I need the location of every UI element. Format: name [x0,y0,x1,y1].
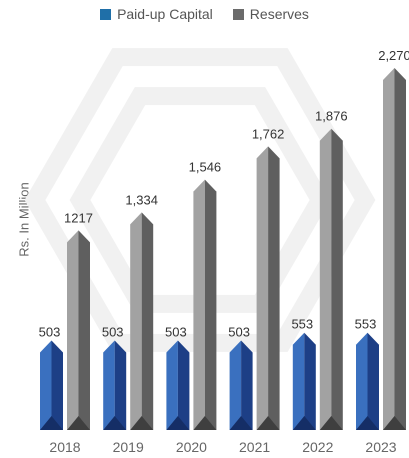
background-hexagon-0 [24,48,376,352]
x-tick-label-2019: 2019 [113,439,144,455]
data-labels: 503 1217 503 1,334 503 1,546 503 1,762 553 1,876 5… [39,48,409,339]
legend-item-paid-up-capital: Paid-up Capital [100,6,213,22]
data-label-paid-up-capital-2020: 503 [165,324,187,339]
bar-paid-up-capital-2019 [103,340,127,430]
x-tick-label-2023: 2023 [365,439,396,455]
bar-reserves-2020 [193,179,217,430]
x-tick-label-2018: 2018 [49,439,80,455]
data-label-paid-up-capital-2023: 553 [355,317,377,332]
bar-paid-up-capital-2018 [40,340,63,430]
bar-reserves-2022 [319,128,343,430]
data-label-reserves-2020: 1,546 [189,160,222,175]
data-label-paid-up-capital-2021: 503 [228,324,250,339]
data-label-reserves-2021: 1,762 [252,126,285,141]
bar-reserves-2021 [256,146,280,430]
legend: Paid-up Capital Reserves [0,6,409,22]
bar-paid-up-capital-2021 [229,340,253,430]
bar-paid-up-capital-2023 [356,332,379,430]
bars [40,68,406,430]
x-tick-label-2021: 2021 [239,439,270,455]
legend-item-reserves: Reserves [232,6,309,22]
legend-label-paid-up-capital: Paid-up Capital [117,6,213,22]
bar-reserves-2019 [130,212,154,430]
bar-paid-up-capital-2022 [292,332,316,430]
data-label-reserves-2019: 1,334 [125,192,158,207]
data-label-reserves-2022: 1,876 [315,109,348,124]
legend-swatch-paid-up-capital [100,8,112,20]
legend-label-reserves: Reserves [249,6,309,22]
x-tick-label-2020: 2020 [176,439,207,455]
x-tick-label-2022: 2022 [302,439,333,455]
data-label-paid-up-capital-2022: 553 [291,317,313,332]
legend-swatch-reserves [232,8,244,20]
x-tick-labels: 2018 2019 2020 2021 2022 2023 [49,439,396,455]
data-label-paid-up-capital-2018: 503 [39,324,61,339]
bar-reserves-2023 [383,68,406,430]
data-label-reserves-2018: 1217 [64,210,93,225]
bar-paid-up-capital-2020 [166,340,190,430]
bar-reserves-2018 [67,230,90,430]
data-label-reserves-2023: 2,270 [378,48,409,63]
data-label-paid-up-capital-2019: 503 [102,324,124,339]
